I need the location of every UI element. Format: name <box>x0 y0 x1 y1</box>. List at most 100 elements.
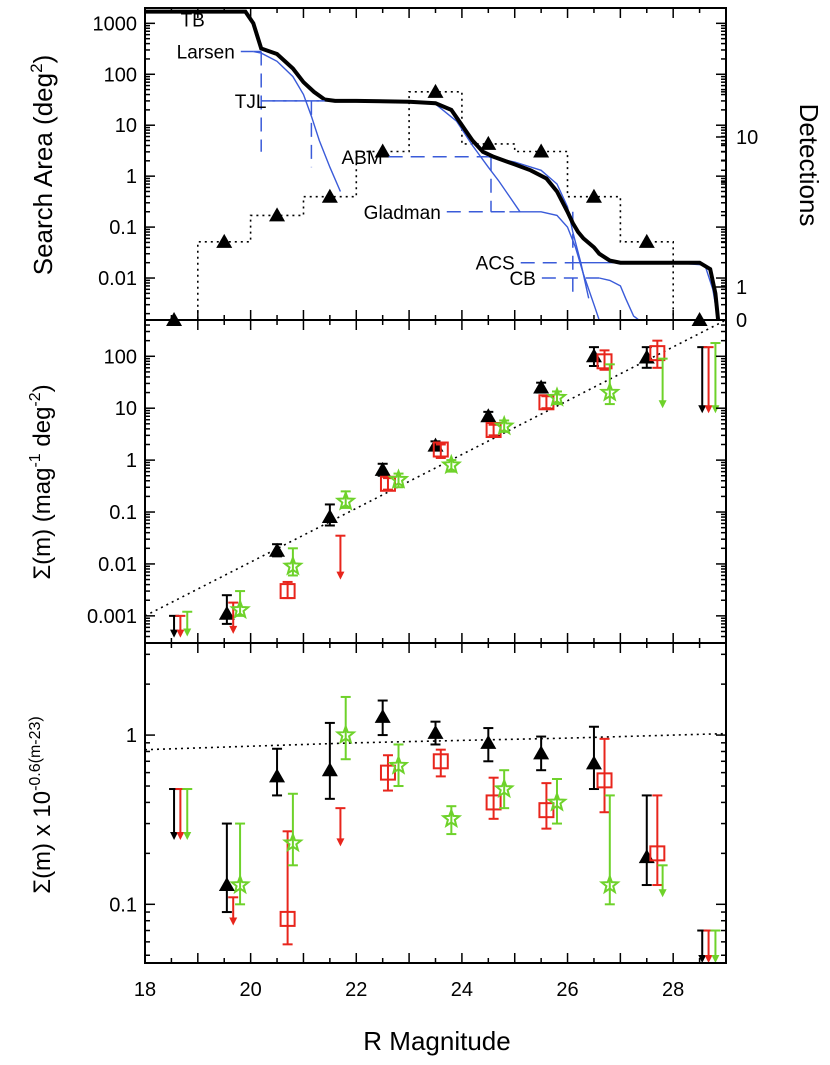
triangle-marker <box>374 708 391 723</box>
y-tick-label: 0.1 <box>109 894 137 916</box>
square-marker <box>649 345 666 362</box>
total-area-curve <box>145 9 721 320</box>
detection-marker <box>480 135 497 150</box>
x-tick-label: 28 <box>662 979 684 1001</box>
triangle-marker <box>427 724 444 739</box>
survey-curve-acs <box>572 262 719 320</box>
star-marker <box>229 598 251 620</box>
star-marker <box>598 873 621 895</box>
y-tick-label: 100 <box>104 64 137 86</box>
triangle-marker <box>218 877 235 892</box>
y-tick-label: 100 <box>104 346 137 368</box>
triangle-marker <box>321 509 338 524</box>
triangle-marker <box>269 768 286 783</box>
square-marker <box>649 845 666 862</box>
right-ylabel: Detections <box>794 104 824 227</box>
limit-arrow <box>698 405 707 414</box>
survey-label: Larsen <box>177 42 235 63</box>
square-marker <box>596 772 613 789</box>
star-marker <box>493 414 515 436</box>
limit-arrow <box>170 831 179 840</box>
x-tick-label: 20 <box>240 979 262 1001</box>
bottom-ylabel-text: Σ(m) x 10 <box>29 791 56 894</box>
limit-arrow <box>658 889 667 898</box>
y-tick-label: 1 <box>126 166 137 188</box>
bottom-ylabel: Σ(m) x 10-0.6(m-23) <box>27 716 56 894</box>
triangle-marker <box>533 745 550 760</box>
square-marker <box>432 441 449 458</box>
y-tick-label: 0.1 <box>109 217 137 239</box>
survey-label: TB <box>181 10 205 31</box>
detection-marker <box>321 188 338 203</box>
x-tick-label: 24 <box>451 979 473 1001</box>
y-tick-label: 0.01 <box>98 554 137 576</box>
star-marker <box>546 386 568 407</box>
limit-arrow <box>704 955 713 963</box>
x-tick-label: 22 <box>345 979 367 1001</box>
triangle-marker <box>269 542 286 557</box>
star-marker <box>334 490 357 511</box>
star-marker <box>440 807 463 829</box>
limit-arrow <box>336 571 345 580</box>
triangle-marker <box>533 379 550 394</box>
limit-arrow <box>170 629 179 638</box>
star-marker <box>282 831 304 853</box>
detection-marker <box>374 143 391 158</box>
survey-curve-abm <box>488 156 590 299</box>
x-tick-label: 18 <box>134 979 156 1001</box>
panel-search-area: TBLarsenTJLABMGladmanACSCB10001001010.10… <box>93 7 758 332</box>
star-marker <box>282 554 304 576</box>
square-marker <box>279 583 296 600</box>
star-marker <box>334 723 357 745</box>
triangle-marker <box>480 734 497 749</box>
triangle-marker <box>374 461 391 476</box>
star-marker <box>229 873 251 895</box>
survey-label: ABM <box>341 148 382 169</box>
fit-line <box>145 732 726 751</box>
star-marker <box>493 777 515 799</box>
survey-label: CB <box>509 269 535 290</box>
middle-ylabel: Σ(m) (mag-1 deg-2) <box>27 384 56 579</box>
top-ylabel-close: ) <box>28 55 58 64</box>
limit-arrow <box>711 955 720 963</box>
limit-arrow <box>704 405 713 414</box>
y-tick-label: 0.001 <box>87 606 137 628</box>
top-ylabel-sup: 2 <box>27 63 46 72</box>
x-axis-label: R Magnitude <box>363 1026 510 1056</box>
star-marker <box>440 453 463 475</box>
detection-marker <box>427 83 444 98</box>
square-marker <box>279 910 296 927</box>
limit-arrow <box>229 917 238 926</box>
fit-line <box>145 320 726 617</box>
y-tick-label: 1 <box>126 450 137 472</box>
limit-arrow <box>711 405 720 414</box>
middle-ylabel-text: Σ(m) (mag <box>29 468 56 580</box>
limit-arrow <box>336 838 345 847</box>
survey-label: TJL <box>235 92 267 113</box>
star-marker <box>387 468 410 489</box>
survey-curve-gladman <box>509 211 600 320</box>
star-marker <box>598 381 621 402</box>
panel-normalized-density: 1 0.1 18 20 22 24 26 28 <box>109 642 727 1001</box>
triangle-marker <box>638 349 655 364</box>
panel-frame <box>144 642 727 964</box>
plot-area <box>145 320 726 638</box>
limit-arrow <box>176 629 185 638</box>
star-marker <box>546 791 568 812</box>
detection-marker <box>216 233 233 248</box>
right-tick-label: 0 <box>736 310 747 332</box>
limit-arrow <box>698 955 707 963</box>
detection-marker <box>533 143 550 158</box>
right-tick-label: 1 <box>736 277 747 299</box>
panel-frame <box>144 319 727 644</box>
detection-marker <box>269 207 286 222</box>
right-tick-label: 10 <box>736 127 758 149</box>
top-ylabel: Search Area (deg2) <box>27 55 58 276</box>
detection-marker <box>638 233 655 248</box>
y-tick-label: 1 <box>126 725 137 747</box>
middle-ylabel-close: ) <box>29 384 56 392</box>
square-marker <box>596 353 613 370</box>
panel-surface-density: 100 10 1 0.1 0.01 0.001 <box>87 319 727 644</box>
triangle-marker <box>480 408 497 423</box>
